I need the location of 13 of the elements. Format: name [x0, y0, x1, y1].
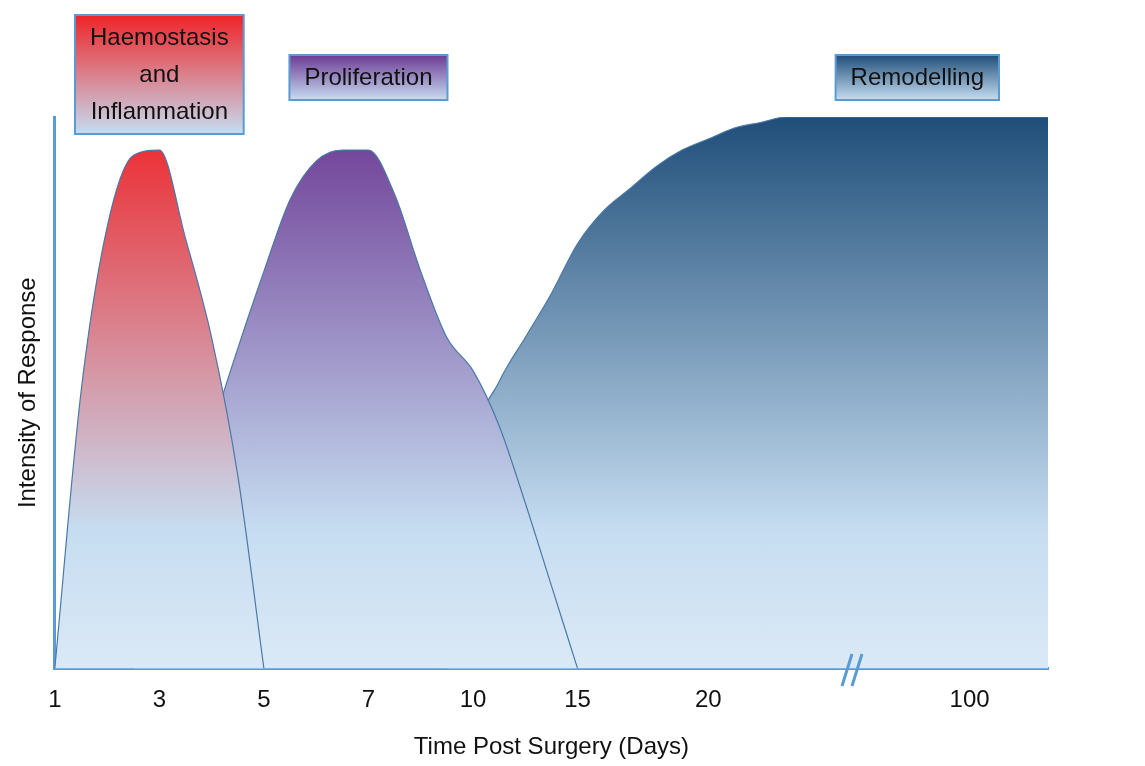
- x-axis-title: Time Post Surgery (Days): [413, 732, 689, 760]
- x-tick-label: 10: [459, 685, 487, 713]
- x-tick-label: 5: [257, 685, 271, 713]
- x-tick-label: 7: [361, 685, 376, 713]
- x-tick-label: 100: [949, 685, 990, 713]
- x-tick-label: 1: [48, 685, 62, 713]
- x-tick-label: 3: [152, 685, 167, 713]
- text: Haemostasis and Inflammation: [89, 22, 229, 124]
- series-label: Remodelling: [850, 62, 985, 90]
- text: Proliferation: [304, 62, 433, 90]
- y-axis-title: Intensity of Response: [13, 277, 41, 509]
- x-tick-label: 20: [694, 685, 722, 713]
- x-tick-label: 15: [564, 685, 591, 713]
